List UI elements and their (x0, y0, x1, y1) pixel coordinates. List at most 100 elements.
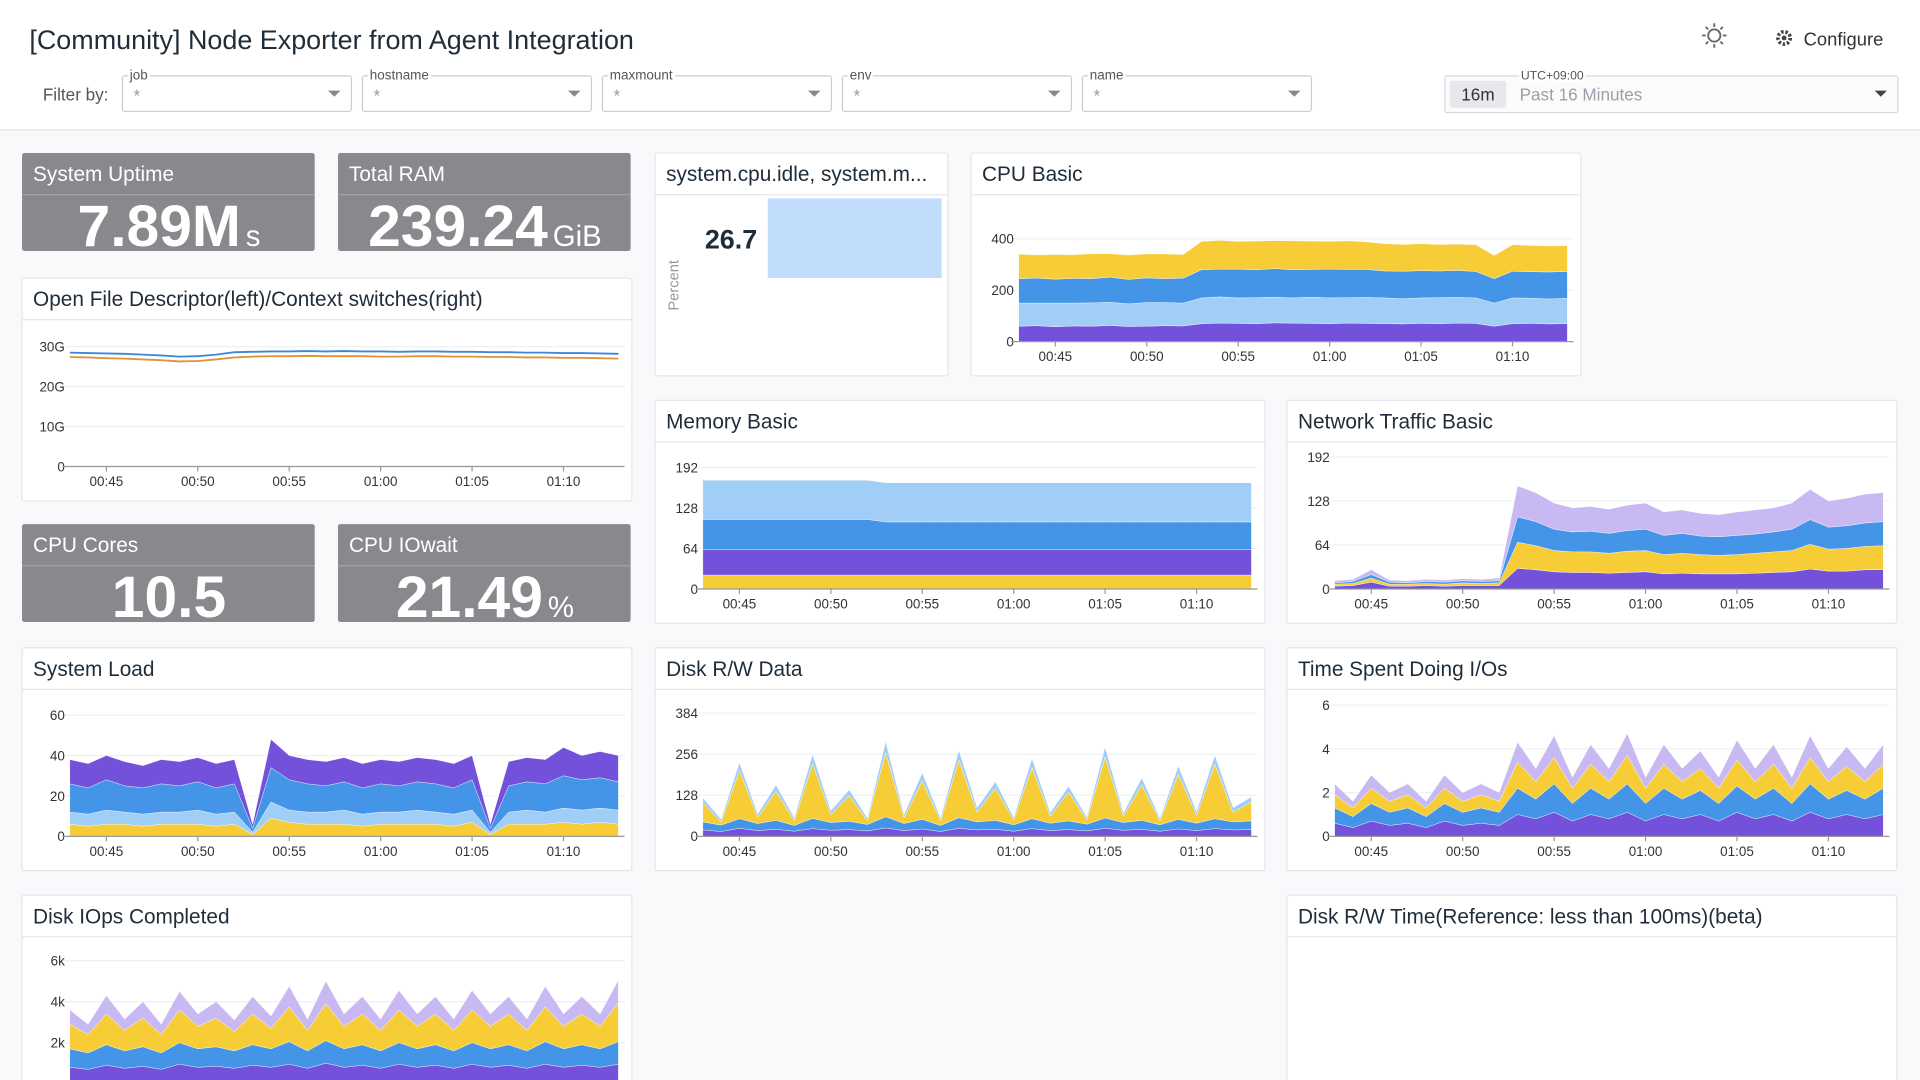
y-tick-label: 0 (690, 582, 697, 597)
x-tick-label: 01:10 (547, 844, 581, 859)
chart-panel: Memory Basic 0 64 128 192 00:45 00:50 00:55 01:0… (654, 399, 1266, 624)
filter-label: Filter by: (43, 84, 109, 104)
x-tick-label: 01:10 (1180, 844, 1214, 859)
time-selector[interactable]: 16m Past 16 Minutes UTC+09:00 (1444, 66, 1899, 114)
y-tick-label: 64 (1315, 538, 1330, 553)
x-tick-label: 01:05 (1720, 844, 1754, 859)
x-tick-label: 00:45 (1039, 349, 1073, 364)
filter-dropdown[interactable]: name * (1081, 65, 1313, 113)
widget-bg (22, 524, 315, 623)
x-tick-label: 00:55 (1537, 597, 1571, 612)
y-tick-label: 0 (1322, 829, 1329, 844)
x-tick-label: 01:05 (1088, 597, 1122, 612)
x-tick-label: 01:00 (1629, 597, 1663, 612)
y-tick-label: 192 (676, 460, 698, 475)
filter-dropdown[interactable]: hostname * (361, 65, 593, 113)
x-tick-label: 00:50 (1130, 349, 1164, 364)
area-series (702, 741, 1252, 823)
value: 7.89M (78, 194, 241, 259)
x-tick-label: 01:05 (455, 844, 489, 859)
y-tick-label: 0 (690, 829, 697, 844)
filter-value: * (133, 86, 140, 106)
y-tick-label: 64 (683, 541, 698, 556)
filter-dropdown[interactable]: env * (841, 65, 1073, 113)
filter-dropdown[interactable]: job * (121, 65, 353, 113)
panel-title: CPU Basic (982, 163, 1083, 186)
widget-bg (337, 153, 631, 252)
configure-button[interactable]: Configure (1776, 28, 1884, 49)
panel-title: Memory Basic (666, 411, 798, 434)
area-series (69, 980, 619, 1035)
filter-value: * (373, 86, 380, 106)
time-box (1444, 75, 1899, 114)
x-tick-label: 00:55 (272, 844, 306, 859)
x-tick-label: 00:45 (723, 844, 757, 859)
area-series (702, 480, 1252, 523)
dropdown-arrow (1874, 90, 1887, 97)
panel-title: Time Spent Doing I/Os (1298, 658, 1508, 681)
widget-title: CPU IOwait (349, 534, 458, 557)
x-tick-label: 00:45 (1354, 597, 1388, 612)
dropdown-arrow (808, 90, 821, 97)
widget-title: Total RAM (349, 163, 445, 186)
dropdown-arrow (328, 90, 341, 97)
query-value: 10.5 (112, 565, 226, 630)
query-widget: CPU IOwait 21.49% (337, 524, 631, 630)
x-tick-label: 00:50 (814, 844, 848, 859)
panel-title: system.cpu.idle, system.m... (666, 163, 927, 186)
chart-panel: System Load 0 20 40 60 00:45 00:50 00:55 01:00 01… (21, 647, 633, 872)
line-series (69, 350, 619, 358)
line-series (69, 354, 619, 363)
value: 239.24 (368, 194, 548, 259)
y-tick-label: 4k (51, 995, 65, 1010)
x-tick-label: 01:00 (997, 597, 1031, 612)
y-tick-label: 192 (1307, 450, 1329, 465)
panel-bg (1286, 894, 1898, 1080)
query-value: 7.89M s (78, 194, 261, 259)
x-tick-label: 00:50 (181, 844, 215, 859)
configure-label: Configure (1804, 28, 1884, 49)
x-tick-label: 00:50 (1446, 597, 1480, 612)
x-tick-label: 00:50 (181, 474, 215, 489)
area-series (702, 574, 1252, 590)
widget-title: System Uptime (33, 163, 174, 186)
filter-box (1081, 75, 1313, 113)
unit: GiB (553, 220, 602, 253)
y-tick-label: 40 (50, 748, 65, 763)
cpu-idle-panel: system.cpu.idle, system.m... 26.7 Percent (654, 152, 949, 377)
y-tick-label: 128 (676, 501, 698, 516)
x-tick-label: 01:00 (364, 844, 398, 859)
filter-box (361, 75, 593, 113)
chart-panel: Network Traffic Basic 0 64 128 192 00:45 00:50… (1286, 399, 1898, 624)
x-tick-label: 01:10 (1180, 597, 1214, 612)
chart-panel: Disk IOps Completed2k4k6k00:4500:5000:55… (21, 894, 633, 1080)
filter-value: * (613, 86, 620, 106)
x-tick-label: 00:50 (1446, 844, 1480, 859)
gear-center (1781, 35, 1787, 41)
unit: s (246, 220, 261, 253)
heatmap-cell (767, 198, 942, 278)
x-tick-label: 00:55 (905, 844, 939, 859)
theme-icon[interactable] (1702, 23, 1727, 48)
y-tick-label: 0 (1322, 582, 1329, 597)
y-tick-label: 384 (676, 706, 699, 721)
y-tick-label: 20G (39, 379, 64, 394)
timezone: UTC+09:00 (1521, 69, 1584, 83)
panel-title: Disk R/W Time(Reference: less than 100ms… (1298, 905, 1763, 928)
panel-title: System Load (33, 658, 154, 681)
filter-dropdown[interactable]: maxmount * (601, 65, 833, 113)
y-tick-label: 128 (676, 788, 698, 803)
y-tick-label: 400 (991, 232, 1013, 247)
y-tick-label: 200 (991, 283, 1013, 298)
cpu-idle-value: 26.7 (705, 225, 757, 255)
area-series (702, 519, 1252, 550)
chart-panel: CPU Basic 0 200 400 00:45 00:50 00:55 01:00 01:0… (970, 152, 1582, 377)
time-badge-bg (1449, 80, 1507, 108)
area-series (1334, 485, 1884, 583)
area-series (702, 549, 1252, 576)
filter-name: hostname (370, 68, 429, 83)
x-tick-label: 00:45 (1354, 844, 1388, 859)
x-tick-label: 01:05 (1404, 349, 1438, 364)
panel-bg (21, 277, 633, 502)
filter-name: job (129, 68, 148, 83)
